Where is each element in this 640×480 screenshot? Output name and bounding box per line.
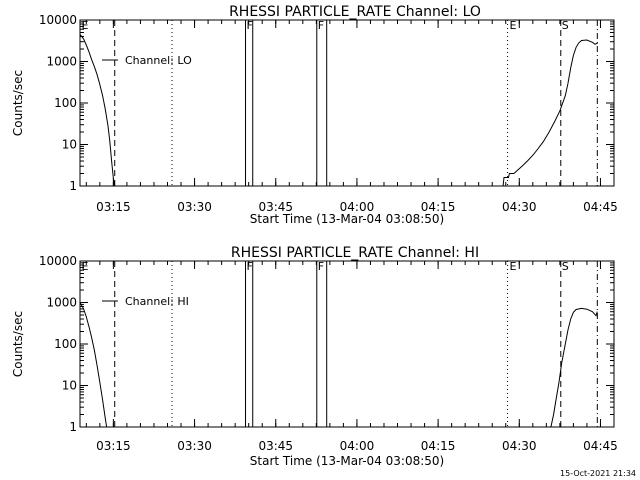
legend-label: Channel: LO [125, 54, 192, 67]
x-tick-label: 04:00 [340, 200, 375, 214]
flag-label: F [247, 260, 253, 273]
y-tick-label: 10000 [39, 13, 77, 27]
y-tick-label: 1000 [46, 296, 77, 310]
x-tick-label: 04:00 [340, 439, 375, 453]
flag-label: E [509, 19, 516, 32]
y-tick-label: 10000 [39, 254, 77, 268]
y-tick-label: 10 [62, 138, 77, 152]
y-tick-label: 1 [69, 420, 77, 434]
flag-label: F [247, 19, 253, 32]
chart-panel-2: RHESSI PARTICLE_RATE Channel: HI E F F E S 1 10… [11, 245, 618, 468]
fast-rate-bar [245, 19, 254, 186]
legend-label: Channel: HI [125, 295, 189, 308]
x-tick-label: 03:15 [96, 200, 131, 214]
series-group [80, 302, 598, 427]
series-group [80, 34, 599, 186]
x-tick-label: 03:15 [96, 439, 131, 453]
x-tick-label: 03:45 [258, 200, 293, 214]
fast-rate-bar [316, 19, 328, 186]
x-axis-label: Start Time (13-Mar-04 03:08:50) [250, 454, 444, 468]
flag-label: F [318, 19, 324, 32]
x-tick-label: 03:45 [258, 439, 293, 453]
y-tick-label: 1 [69, 179, 77, 193]
flag-label: F [318, 260, 324, 273]
x-tick-label: 03:30 [177, 200, 212, 214]
flag-label: E [509, 260, 516, 273]
flag-label: S [562, 260, 569, 273]
y-tick-label: 10 [62, 379, 77, 393]
y-tick-label: 1000 [46, 55, 77, 69]
flag-label: E [81, 19, 88, 32]
y-axis-label: Counts/sec [11, 70, 25, 136]
x-axis-label: Start Time (13-Mar-04 03:08:50) [250, 212, 444, 226]
x-tick-label: 04:30 [502, 200, 537, 214]
x-tick-label: 04:15 [421, 439, 456, 453]
x-tick-label: 04:45 [583, 200, 618, 214]
x-tick-label: 04:15 [421, 200, 456, 214]
series-line [80, 302, 108, 427]
y-tick-label: 100 [54, 96, 77, 110]
fast-rate-bar [316, 260, 328, 427]
plot-frame [79, 260, 615, 428]
plot-frame [79, 19, 615, 187]
x-tick-label: 04:30 [502, 439, 537, 453]
chart-title: RHESSI PARTICLE_RATE Channel: LO [229, 4, 481, 20]
chart-title: RHESSI PARTICLE_RATE Channel: HI [231, 245, 479, 261]
fast-rate-bar [245, 260, 254, 427]
y-axis-label: Counts/sec [11, 311, 25, 377]
series-line [80, 34, 116, 186]
x-tick-label: 04:45 [583, 439, 618, 453]
y-tick-label: 100 [54, 337, 77, 351]
plot-timestamp: 15-Oct-2021 21:34 [560, 469, 636, 478]
flag-label: E [81, 260, 88, 273]
chart-panel-1: RHESSI PARTICLE_RATE Channel: LO E F F E S 1 10… [11, 4, 618, 226]
x-tick-label: 03:30 [177, 439, 212, 453]
chart-panels: RHESSI PARTICLE_RATE Channel: LOE F F E S110… [11, 4, 618, 468]
flag-label: S [562, 19, 569, 32]
series-line [550, 307, 598, 427]
series-line [502, 39, 599, 186]
